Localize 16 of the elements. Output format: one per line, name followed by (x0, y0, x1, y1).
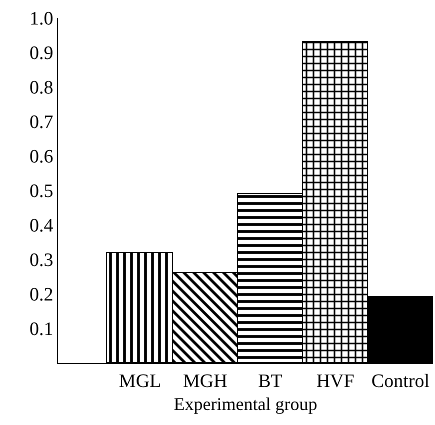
x-tick-label: MGL (118, 370, 162, 392)
y-tick-label: 0.1 (29, 319, 54, 340)
y-tick-label: 0.7 (29, 112, 54, 134)
y-tick-label: 0.9 (29, 43, 54, 64)
y-tick-label: 0.3 (29, 250, 54, 272)
x-tick-label: HVF (316, 370, 354, 392)
y-tick-label: 1.0 (29, 8, 54, 30)
y-tick-label: 0.8 (29, 78, 54, 99)
x-axis-title: Experimental group (174, 394, 318, 414)
y-tick-label: 0.5 (29, 181, 54, 202)
x-tick-label: Control (371, 370, 430, 392)
y-tick-label: 0.4 (29, 216, 54, 237)
x-tick-label: MGH (182, 370, 228, 392)
x-tick-label: BT (258, 370, 283, 392)
y-tick-label: 0.6 (29, 146, 54, 168)
y-tick-label: 0.2 (29, 284, 54, 306)
